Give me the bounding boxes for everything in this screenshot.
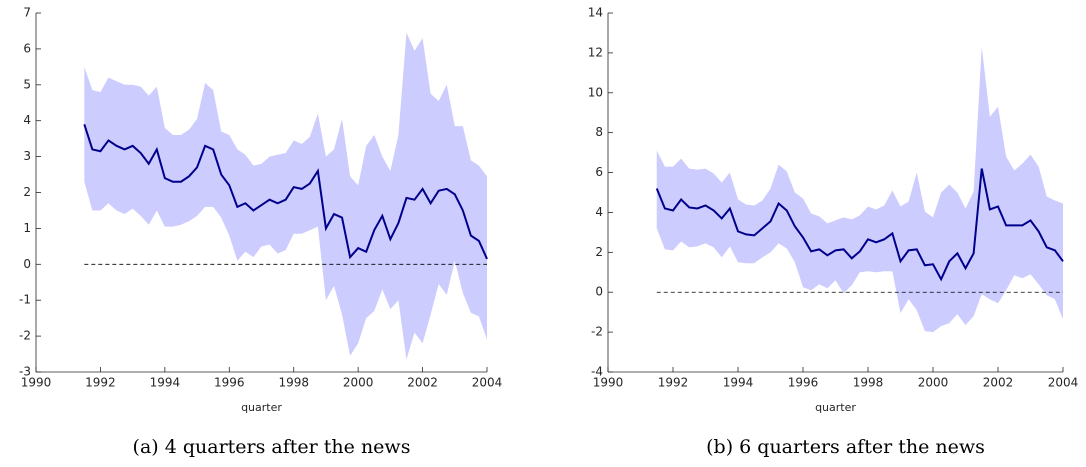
- y-tick-label: -3: [19, 365, 31, 379]
- x-tick-label: 2004: [472, 376, 503, 390]
- y-tick-label: 5: [23, 77, 31, 91]
- y-tick-label: -2: [19, 329, 31, 343]
- y-tick-label: 10: [588, 85, 603, 99]
- x-tick-label: 1998: [278, 376, 309, 390]
- y-tick-label: 4: [595, 205, 603, 219]
- x-tick-label: 2000: [918, 376, 949, 390]
- confidence-band: [84, 32, 488, 360]
- y-tick-label: 2: [23, 185, 31, 199]
- caption: (b) 6 quarters after the news: [706, 436, 985, 458]
- x-axis-label: quarter: [815, 401, 856, 414]
- y-tick-label: 4: [23, 113, 31, 127]
- x-tick-label: 1990: [593, 376, 624, 390]
- y-tick-label: 14: [588, 6, 603, 20]
- y-tick-label: -1: [19, 293, 31, 307]
- x-tick-label: 1994: [150, 376, 181, 390]
- x-tick-label: 2000: [343, 376, 374, 390]
- x-tick-label: 1994: [723, 376, 754, 390]
- y-tick-label: 0: [595, 285, 603, 299]
- y-tick-label: 0: [23, 257, 31, 271]
- x-tick-label: 2004: [1048, 376, 1079, 390]
- x-tick-label: 1996: [214, 376, 245, 390]
- y-tick-label: -4: [591, 365, 603, 379]
- y-tick-label: 8: [595, 125, 603, 139]
- x-tick-label: 1996: [788, 376, 819, 390]
- caption: (a) 4 quarters after the news: [133, 436, 411, 458]
- y-tick-label: 12: [588, 45, 603, 59]
- x-tick-label: 2002: [407, 376, 438, 390]
- x-tick-label: 2002: [983, 376, 1014, 390]
- x-tick-label: 1992: [85, 376, 116, 390]
- y-tick-label: 1: [23, 221, 31, 235]
- y-tick-label: 2: [595, 245, 603, 259]
- x-tick-label: 1990: [21, 376, 52, 390]
- y-tick-label: -2: [591, 325, 603, 339]
- x-tick-label: 1992: [658, 376, 689, 390]
- y-tick-label: 3: [23, 149, 31, 163]
- y-tick-label: 6: [23, 41, 31, 55]
- y-tick-label: 6: [595, 165, 603, 179]
- estimate-line: [655, 168, 1064, 282]
- estimate-line: [83, 123, 488, 260]
- y-tick-label: 7: [23, 6, 31, 20]
- x-tick-label: 1998: [853, 376, 884, 390]
- x-axis-label: quarter: [241, 401, 282, 414]
- confidence-band: [656, 46, 1063, 333]
